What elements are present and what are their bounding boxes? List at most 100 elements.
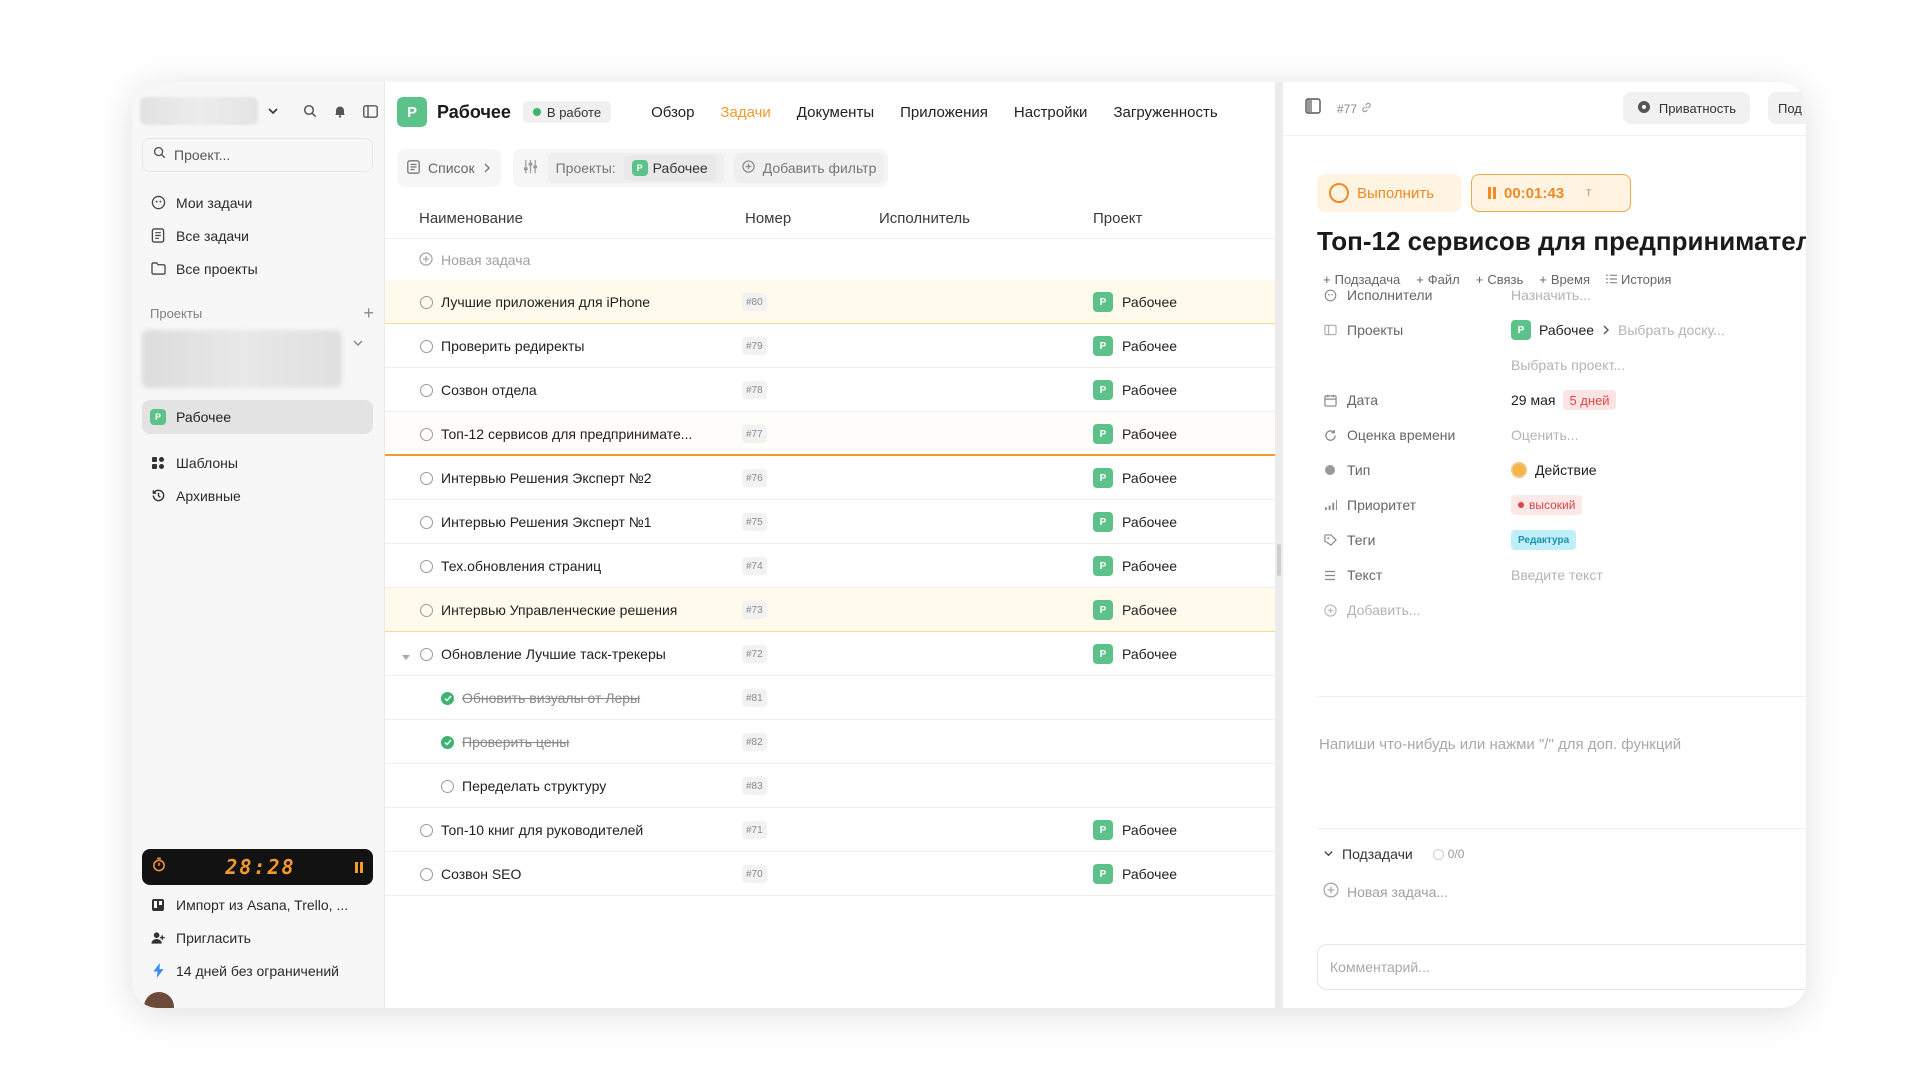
add-filter-button[interactable]: Добавить фильтр [733, 153, 885, 183]
tab-workload[interactable]: Загруженность [1113, 103, 1218, 121]
project-filter[interactable]: Проекты: P Рабочее [547, 153, 724, 183]
task-name[interactable]: Обновить визуалы от Леры [462, 690, 641, 706]
priority-badge[interactable]: высокий [1511, 495, 1583, 515]
project-search-input[interactable] [174, 147, 354, 163]
task-project[interactable]: P Рабочее [1093, 336, 1177, 356]
task-project[interactable]: P Рабочее [1093, 600, 1177, 620]
project-filter-value[interactable]: P Рабочее [623, 155, 716, 181]
project-value[interactable]: Рабочее [1539, 322, 1595, 338]
view-switcher[interactable]: Список [397, 149, 501, 187]
table-row[interactable]: Интервью Решения Эксперт №1 #75 P Рабочее [385, 500, 1275, 544]
table-row[interactable]: Созвон отдела #78 P Рабочее [385, 368, 1275, 412]
task-name[interactable]: Топ-10 книг для руководителей [441, 822, 644, 838]
new-subtask-button[interactable]: Новая задача... [1323, 882, 1448, 901]
task-checkbox-icon[interactable] [420, 340, 433, 353]
task-name[interactable]: Обновление Лучшие таск-трекеры [441, 646, 666, 662]
page-title[interactable]: Рабочее [437, 101, 511, 122]
table-row[interactable]: Тех.обновления страниц #74 P Рабочее [385, 544, 1275, 588]
task-checkbox-icon[interactable] [441, 780, 454, 793]
task-name[interactable]: Интервью Решения Эксперт №1 [441, 514, 652, 530]
sidebar-item-archive[interactable]: Архивные [142, 479, 373, 512]
task-checkbox-icon[interactable] [420, 868, 433, 881]
assign-placeholder[interactable]: Назначить... [1511, 287, 1591, 303]
column-header-number[interactable]: Номер [745, 210, 792, 227]
new-task-button[interactable]: Новая задача [419, 242, 530, 278]
complete-task-button[interactable]: Выполнить [1317, 174, 1461, 212]
chevron-down-icon[interactable] [266, 104, 280, 118]
prop-add[interactable]: Добавить... [1323, 597, 1806, 623]
date-value[interactable]: 29 мая [1511, 392, 1556, 408]
tab-settings[interactable]: Настройки [1013, 103, 1088, 121]
table-row[interactable]: Обновление Лучшие таск-трекеры #72 P Рабоче… [385, 632, 1275, 676]
task-name[interactable]: Переделать структуру [462, 778, 607, 794]
task-name[interactable]: Созвон SEO [441, 866, 522, 882]
sidebar-item-all-projects[interactable]: Все проекты [142, 252, 373, 285]
table-row[interactable]: Проверить редиректы #79 P Рабочее [385, 324, 1275, 368]
add-subtask-button[interactable]: + Подзадача [1323, 272, 1400, 287]
status-badge[interactable]: В работе [522, 101, 612, 123]
task-project[interactable]: P Рабочее [1093, 644, 1177, 664]
column-header-name[interactable]: Наименование [419, 210, 523, 227]
task-project[interactable]: P Рабочее [1093, 820, 1177, 840]
task-checkbox-icon[interactable] [420, 428, 433, 441]
add-link-button[interactable]: + Связь [1476, 272, 1524, 287]
sidebar-item-invite[interactable]: Пригласить [142, 921, 373, 954]
panel-layout-icon[interactable] [1305, 98, 1321, 119]
task-project[interactable]: P Рабочее [1093, 380, 1177, 400]
sidebar-item-all-tasks[interactable]: Все задачи [142, 219, 373, 252]
estimate-placeholder[interactable]: Оценить... [1511, 427, 1579, 443]
column-header-assignee[interactable]: Исполнитель [879, 210, 970, 227]
task-project[interactable]: P Рабочее [1093, 556, 1177, 576]
choose-project[interactable]: Выбрать проект... [1511, 357, 1626, 373]
table-row[interactable]: Топ-10 книг для руководителей #71 P Рабочее [385, 808, 1275, 852]
task-project[interactable]: P Рабочее [1093, 468, 1177, 488]
table-row[interactable]: Топ-12 сервисов для предпринимате... #77 P… [385, 412, 1275, 456]
table-row[interactable]: Созвон SEO #70 P Рабочее [385, 852, 1275, 896]
sidebar-item-templates[interactable]: Шаблоны [142, 446, 373, 479]
sidebar-toggle-icon[interactable] [362, 103, 378, 119]
checked-circle-icon[interactable] [441, 736, 454, 749]
tag-badge[interactable]: Редактура [1511, 530, 1577, 550]
task-name[interactable]: Проверить редиректы [441, 338, 585, 354]
task-checkbox-icon[interactable] [420, 516, 433, 529]
task-checkbox-icon[interactable] [420, 824, 433, 837]
task-title[interactable]: Топ-12 сервисов для предпринимателей [1317, 226, 1806, 256]
panel-resizer[interactable] [1275, 82, 1283, 1008]
chevron-down-icon[interactable] [352, 336, 364, 354]
task-name[interactable]: Лучшие приложения для iPhone [441, 294, 651, 310]
workspace-name-blurred[interactable] [140, 97, 258, 125]
privacy-button[interactable]: Приватность [1622, 92, 1750, 124]
task-project[interactable]: P Рабочее [1093, 512, 1177, 532]
task-name[interactable]: Тех.обновления страниц [441, 558, 602, 574]
resize-grip-icon[interactable] [1277, 544, 1281, 576]
add-project-icon[interactable]: + [363, 303, 374, 323]
pause-icon[interactable] [355, 861, 363, 873]
tab-tasks[interactable]: Задачи [720, 103, 771, 121]
sidebar-item-trial[interactable]: 14 дней без ограничений [142, 954, 373, 987]
task-checkbox-icon[interactable] [420, 604, 433, 617]
tab-apps[interactable]: Приложения [900, 103, 988, 121]
table-row[interactable]: Интервью Решения Эксперт №2 #76 P Рабочее [385, 456, 1275, 500]
description-editor[interactable]: Напиши что-нибудь или нажми "/" для доп.… [1319, 736, 1682, 753]
table-row[interactable]: Лучшие приложения для iPhone #80 P Рабочее [385, 280, 1275, 324]
column-header-project[interactable]: Проект [1093, 210, 1143, 227]
sidebar-item-project-active[interactable]: P Рабочее [142, 400, 373, 434]
bell-icon[interactable] [332, 103, 348, 119]
add-time-button[interactable]: + Время [1539, 272, 1590, 287]
task-checkbox-icon[interactable] [420, 472, 433, 485]
task-project[interactable]: P Рабочее [1093, 424, 1177, 444]
history-button[interactable]: История [1605, 272, 1671, 287]
task-checkbox-icon[interactable] [420, 384, 433, 397]
text-placeholder[interactable]: Введите текст [1511, 567, 1603, 583]
project-list-blurred[interactable] [142, 330, 342, 388]
subtask-row[interactable]: Обновить визуалы от Леры #81 [385, 676, 1275, 720]
subtask-row[interactable]: Проверить цены #82 [385, 720, 1275, 764]
filter-sliders-icon[interactable] [523, 159, 538, 177]
subtask-row[interactable]: Переделать структуру #83 [385, 764, 1275, 808]
tab-documents[interactable]: Документы [796, 103, 875, 121]
caret-down-icon[interactable] [401, 649, 411, 665]
link-icon[interactable] [1361, 102, 1372, 116]
task-checkbox-icon[interactable] [420, 560, 433, 573]
task-timer-button[interactable]: 00:01:43 Т [1471, 174, 1631, 212]
type-value[interactable]: Действие [1535, 462, 1597, 478]
